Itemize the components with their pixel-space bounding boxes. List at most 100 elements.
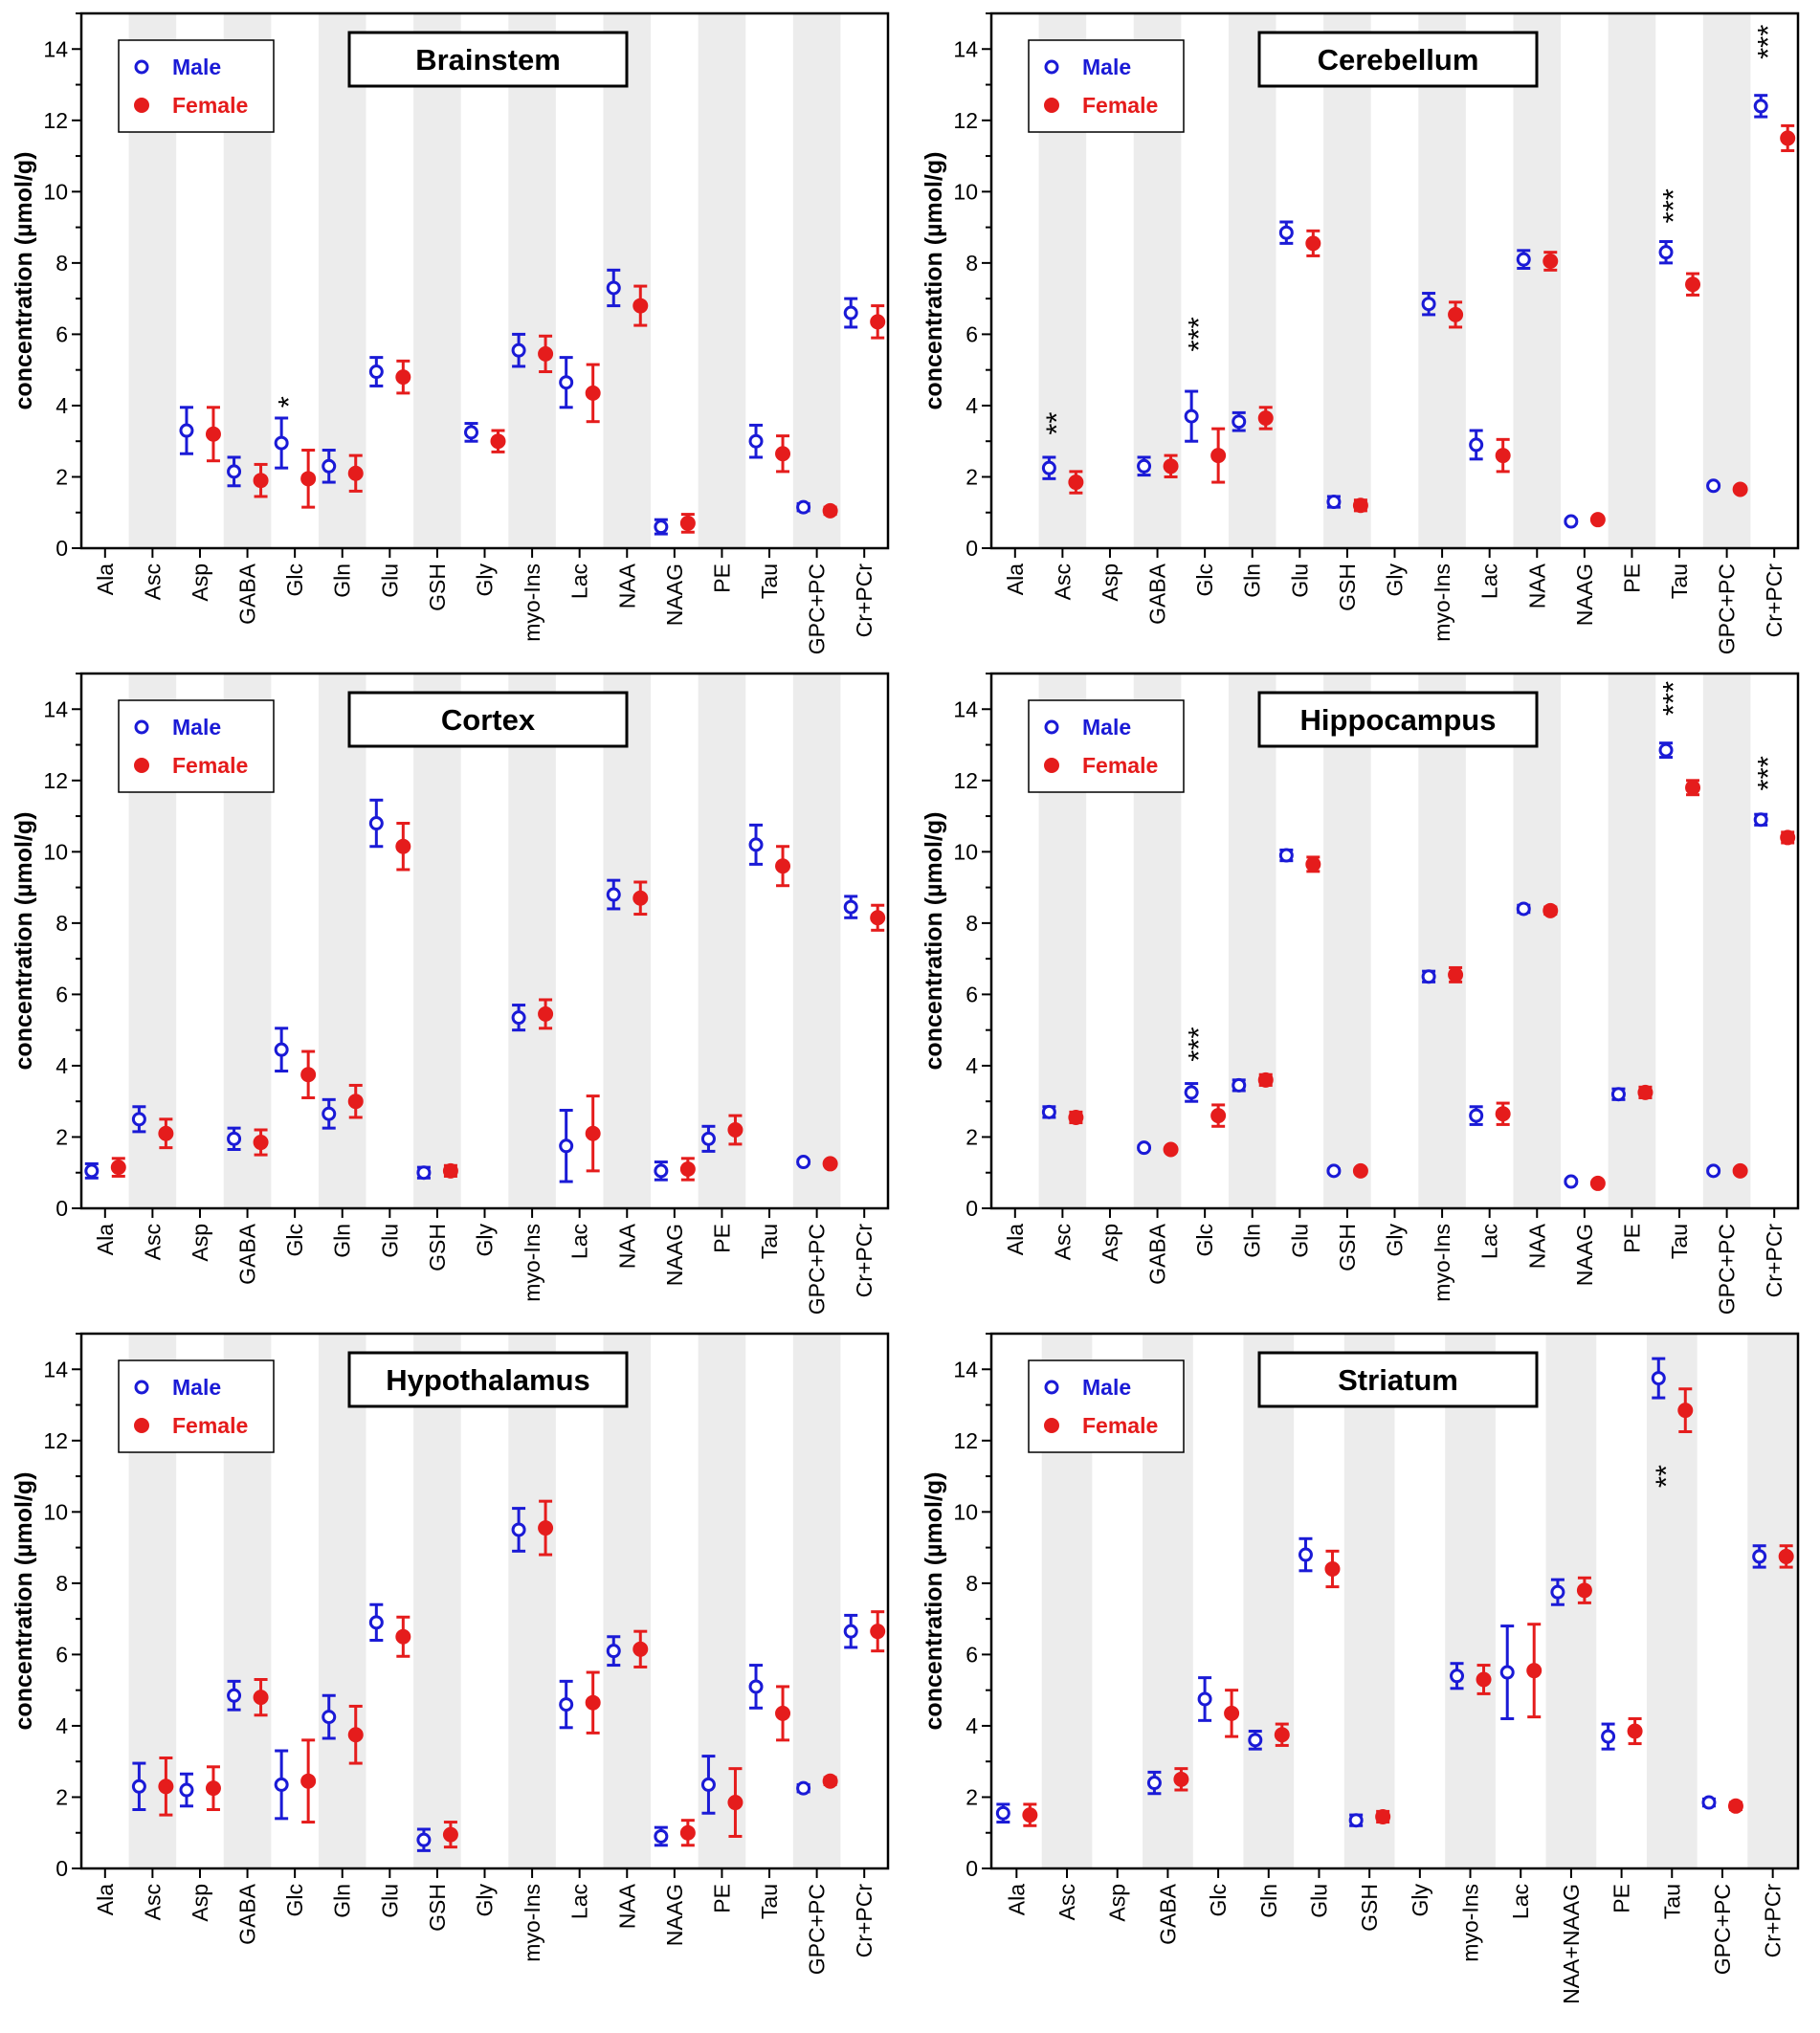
x-category-label: Gln <box>330 1224 355 1258</box>
y-tick-label: 10 <box>43 179 68 204</box>
data-point-male <box>1248 1733 1263 1748</box>
data-point-male <box>1610 1087 1626 1102</box>
x-category-label: GSH <box>425 1224 450 1271</box>
x-category-label: PE <box>1609 1884 1634 1913</box>
x-category-label: Tau <box>1667 1224 1692 1259</box>
chart-title: Cerebellum <box>1318 43 1479 77</box>
category-band <box>413 674 461 1208</box>
legend-female-label: Female <box>1082 93 1158 118</box>
data-point-male <box>131 1779 146 1794</box>
data-point-female <box>1780 130 1796 146</box>
data-point-male <box>1753 99 1768 114</box>
x-category-label: NAAG <box>662 563 687 626</box>
data-point-female <box>1780 829 1796 846</box>
x-category-label: GSH <box>1335 563 1360 611</box>
data-point-female <box>633 298 649 314</box>
data-point-male <box>1601 1729 1616 1744</box>
x-category-label: Cr+PCr <box>1762 563 1787 638</box>
data-point-male <box>1184 1085 1199 1100</box>
chart-panel-cerebellum: 0 2 4 6 8 10 12 14 concentration (µmol/g) Ala Asc A… <box>910 0 1820 660</box>
y-axis-label: concentration (µmol/g) <box>921 152 947 410</box>
data-point-female <box>775 446 791 462</box>
data-point-female <box>253 1135 269 1151</box>
data-point-male <box>654 1828 669 1844</box>
data-point-female <box>822 502 838 519</box>
data-point-male <box>1298 1547 1313 1562</box>
data-point-male <box>796 499 811 515</box>
chart-svg: 0 2 4 6 8 10 12 14 concentration (µmol/g) Ala Asc A… <box>921 1332 1800 2004</box>
data-point-male <box>748 433 764 449</box>
legend-box <box>118 39 275 133</box>
x-category-label: Glu <box>1287 563 1312 598</box>
x-category-label: Ala <box>93 563 118 595</box>
x-category-label: Asp <box>1098 563 1122 602</box>
data-point-female <box>1210 1108 1227 1124</box>
data-point-female <box>633 1641 649 1657</box>
x-category-label: PE <box>1619 563 1644 593</box>
y-tick-label: 10 <box>953 179 978 204</box>
x-category-label: Tau <box>1659 1884 1684 1919</box>
data-point-female <box>679 1161 696 1178</box>
data-point-male <box>700 1131 716 1146</box>
data-point-female <box>822 1773 838 1789</box>
significance-marker: * <box>272 396 305 408</box>
data-point-female <box>442 1162 458 1179</box>
x-category-label: GABA <box>235 1883 260 1945</box>
data-point-female <box>1305 856 1321 873</box>
data-point-male <box>368 1615 384 1630</box>
data-point-female <box>1778 1548 1794 1564</box>
data-point-male <box>274 1042 289 1057</box>
data-point-female <box>395 369 411 386</box>
legend-male-marker <box>1044 1380 1059 1395</box>
x-category-label: Lac <box>1477 563 1502 599</box>
y-axis-label: concentration (µmol/g) <box>921 812 947 1071</box>
legend-female-marker <box>1044 98 1059 113</box>
data-point-female <box>1495 1106 1511 1122</box>
data-point-female <box>1224 1705 1240 1721</box>
x-category-label: Asc <box>1050 563 1075 600</box>
data-point-male <box>1499 1665 1515 1680</box>
x-category-label: Glu <box>1287 1224 1312 1258</box>
y-axis-label: concentration (µmol/g) <box>11 152 37 410</box>
x-category-label: Glc <box>1192 1224 1217 1257</box>
significance-marker: ** <box>1649 1465 1682 1488</box>
x-category-label: Tau <box>1667 563 1692 599</box>
x-category-label: GABA <box>1155 1883 1180 1945</box>
x-category-label: GPC+PC <box>805 1224 830 1315</box>
category-band <box>1702 674 1751 1208</box>
data-point-male <box>227 1688 242 1703</box>
chart-title: Brainstem <box>415 43 561 77</box>
data-point-female <box>1274 1727 1290 1743</box>
data-point-male <box>559 375 574 390</box>
data-point-female <box>538 1520 554 1536</box>
y-tick-label: 14 <box>953 36 978 61</box>
x-category-label: Cr+PCr <box>1762 1224 1787 1298</box>
data-point-male <box>796 1780 811 1796</box>
data-point-female <box>1685 780 1701 796</box>
y-tick-label: 0 <box>55 1856 68 1881</box>
x-category-label: NAA <box>1524 1223 1549 1269</box>
x-category-label: myo-Ins <box>1430 563 1454 642</box>
category-band <box>792 674 841 1208</box>
chart-panel-hippocampus: 0 2 4 6 8 10 12 14 concentration (µmol/g) Ala Asc A… <box>910 660 1820 1320</box>
y-tick-label: 2 <box>55 1124 68 1149</box>
x-category-label: NAA <box>614 1883 639 1929</box>
category-band <box>603 1334 652 1868</box>
legend-female-marker <box>1044 1418 1059 1433</box>
title-box <box>1257 1351 1539 1408</box>
y-tick-label: 12 <box>953 108 978 133</box>
data-point-male <box>995 1805 1010 1821</box>
data-point-female <box>1637 1084 1654 1100</box>
category-band <box>1445 1334 1496 1868</box>
data-point-male <box>179 1782 194 1798</box>
x-category-label: GPC+PC <box>1710 1884 1735 1975</box>
y-axis-label: concentration (µmol/g) <box>11 812 37 1071</box>
y-tick-label: 8 <box>55 251 68 276</box>
x-category-label: Glc <box>1206 1884 1231 1917</box>
y-tick-label: 14 <box>43 1357 68 1381</box>
y-tick-label: 10 <box>953 1499 978 1524</box>
y-tick-label: 0 <box>965 1196 978 1221</box>
significance-marker: *** <box>1656 681 1690 716</box>
x-category-label: Glc <box>282 1884 307 1917</box>
legend-male-marker <box>134 1380 149 1395</box>
